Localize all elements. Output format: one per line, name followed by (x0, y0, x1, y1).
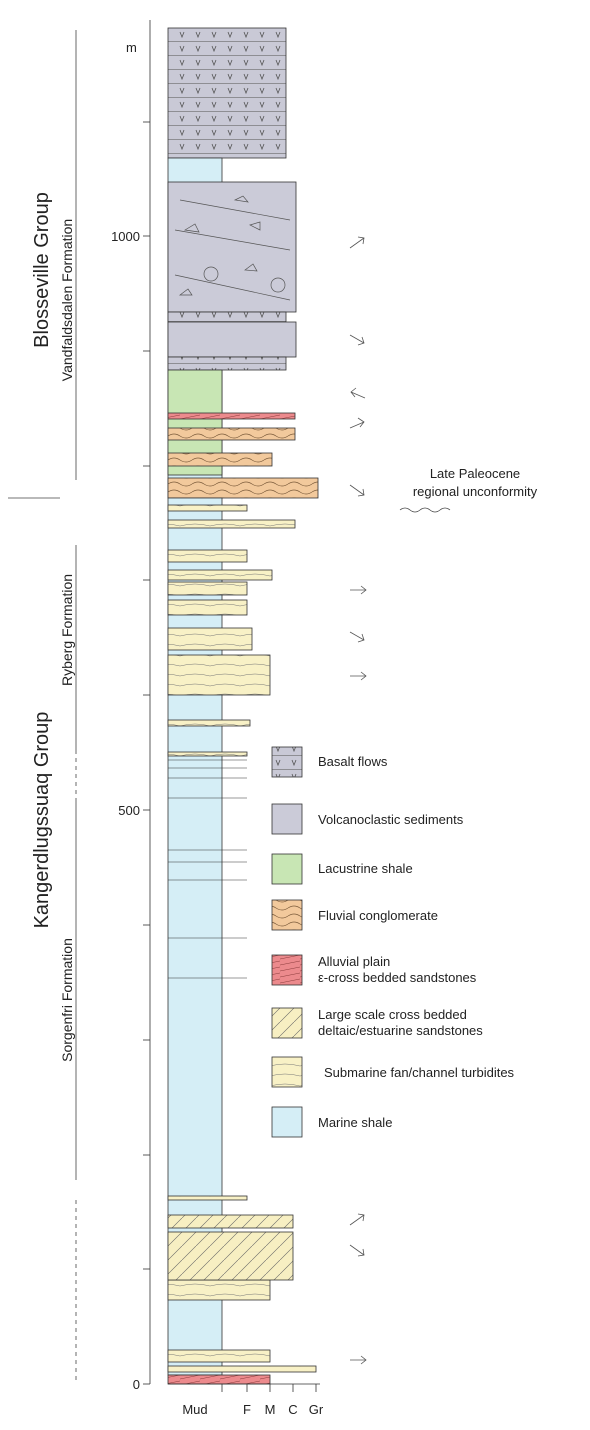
group-label: Blosseville Group (31, 192, 53, 348)
grain-label: M (265, 1402, 276, 1417)
legend-label: Fluvial conglomerate (318, 908, 438, 923)
legend-label: Basalt flows (318, 754, 388, 769)
legend-label: deltaic/estuarine sandstones (318, 1023, 483, 1038)
tick-label: 500 (118, 803, 140, 818)
legend-label: Marine shale (318, 1115, 392, 1130)
unit-label: m (126, 40, 137, 55)
legend-label: Submarine fan/channel turbidites (324, 1065, 515, 1080)
legend-label: Large scale cross bedded (318, 1007, 467, 1022)
column (168, 28, 320, 1384)
annotation: Late Paleocene (430, 466, 520, 481)
formation-label: Ryberg Formation (59, 574, 75, 686)
group-label: Kangerdlugssuaq Group (31, 712, 53, 929)
stratigraphic-column: m 1000 500 0 Mud F M C Gr Blosseville Gr… (0, 0, 590, 1425)
legend-label: Lacustrine shale (318, 861, 413, 876)
legend-label: Volcanoclastic sediments (318, 812, 464, 827)
grain-label: Mud (182, 1402, 207, 1417)
grain-label: F (243, 1402, 251, 1417)
legend: Basalt flows Volcanoclastic sediments La… (272, 747, 515, 1137)
paleocurrent-arrows (350, 237, 366, 1364)
legend-label: Alluvial plain (318, 954, 390, 969)
formation-label: Sorgenfri Formation (59, 938, 75, 1062)
grain-label: Gr (309, 1402, 324, 1417)
legend-label: ε-cross bedded sandstones (318, 970, 477, 985)
grain-label: C (288, 1402, 297, 1417)
formation-label: Vandfaldsdalen Formation (59, 219, 75, 381)
tick-label: 0 (133, 1377, 140, 1392)
annotation: regional unconformity (413, 484, 538, 499)
tick-label: 1000 (111, 229, 140, 244)
